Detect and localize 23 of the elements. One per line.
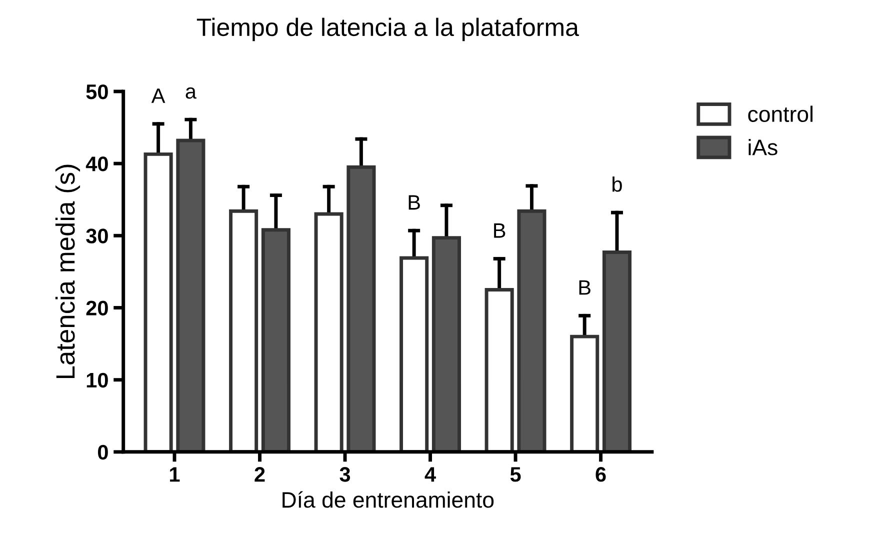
annotation: b: [612, 176, 622, 192]
x-tick-label: 1: [170, 467, 180, 482]
legend-label: iAs: [748, 138, 778, 156]
annotation: B: [408, 195, 420, 210]
annotation: B: [579, 280, 590, 295]
y-tick-label: 20: [86, 300, 108, 316]
x-tick-label: 6: [596, 467, 606, 482]
x-tick-label: 4: [424, 467, 436, 482]
y-tick-label: 30: [86, 228, 108, 244]
x-tick-label: 5: [510, 467, 521, 482]
annotation: a: [186, 87, 196, 99]
x-axis-title: Día de entrenamiento: [282, 491, 494, 508]
y-axis-title: Latencia media (s): [55, 164, 80, 378]
annotation: A: [151, 88, 166, 103]
y-tick-label: 50: [86, 84, 108, 100]
x-tick-label: 2: [254, 467, 265, 482]
chart-title: Tiempo de latencia a la plataforma: [196, 18, 579, 42]
x-tick-label: 3: [340, 467, 350, 482]
y-tick-label: 10: [86, 372, 108, 388]
y-tick-label: 40: [86, 156, 108, 172]
annotation: B: [494, 223, 506, 238]
legend-label: control: [748, 106, 812, 122]
y-tick-label: 0: [98, 444, 108, 460]
